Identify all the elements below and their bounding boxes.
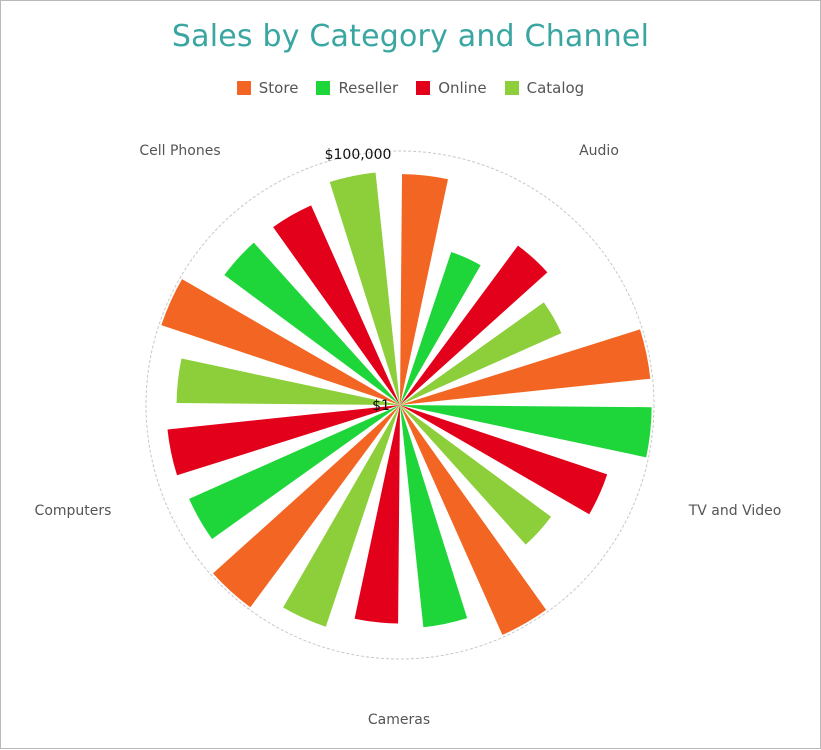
legend-label: Store bbox=[258, 79, 299, 97]
bar-audio-reseller[interactable] bbox=[400, 251, 481, 405]
bar-audio-online[interactable] bbox=[400, 245, 548, 405]
bar-computers-catalog[interactable] bbox=[176, 358, 400, 405]
bar-audio-store[interactable] bbox=[400, 174, 448, 405]
bar-computers-online[interactable] bbox=[167, 405, 401, 476]
bar-cell-phones-catalog[interactable] bbox=[329, 172, 400, 406]
bar-tv-and-video-reseller[interactable] bbox=[400, 405, 652, 458]
legend-label: Online bbox=[438, 79, 487, 97]
legend-item-store[interactable]: Store bbox=[236, 79, 299, 97]
chart-legend: Store Reseller Online Catalog bbox=[1, 79, 820, 97]
axis-tick-max: $100,000 bbox=[325, 147, 392, 163]
grid-circle bbox=[145, 150, 655, 660]
category-label-audio: Audio bbox=[579, 143, 619, 159]
legend-label: Catalog bbox=[526, 79, 585, 97]
category-label-cell-phones: Cell Phones bbox=[139, 143, 220, 159]
category-label-tv-and-video: TV and Video bbox=[688, 503, 782, 519]
legend-swatch bbox=[416, 81, 431, 95]
bar-cameras-online[interactable] bbox=[354, 405, 400, 624]
bar-cell-phones-online[interactable] bbox=[273, 205, 400, 405]
legend-swatch bbox=[236, 81, 251, 95]
bar-computers-reseller[interactable] bbox=[189, 405, 400, 540]
bar-computers-store[interactable] bbox=[212, 405, 400, 608]
legend-label: Reseller bbox=[338, 79, 399, 97]
bar-tv-and-video-catalog[interactable] bbox=[400, 405, 552, 545]
legend-swatch bbox=[316, 81, 331, 95]
legend-item-reseller[interactable]: Reseller bbox=[316, 79, 398, 97]
bar-cameras-catalog[interactable] bbox=[283, 405, 400, 627]
legend-swatch bbox=[504, 81, 519, 95]
bar-audio-catalog[interactable] bbox=[400, 302, 562, 405]
category-label-computers: Computers bbox=[35, 503, 112, 519]
bar-cell-phones-reseller[interactable] bbox=[224, 242, 400, 405]
bar-cameras-store[interactable] bbox=[400, 405, 547, 635]
axis-tick-min: $1 bbox=[372, 398, 390, 414]
category-label-cameras: Cameras bbox=[368, 712, 430, 728]
bar-cameras-reseller[interactable] bbox=[400, 405, 468, 628]
bar-tv-and-video-online[interactable] bbox=[400, 405, 608, 515]
bar-cell-phones-store[interactable] bbox=[161, 279, 400, 405]
legend-item-online[interactable]: Online bbox=[416, 79, 487, 97]
bar-tv-and-video-store[interactable] bbox=[400, 329, 651, 405]
legend-item-catalog[interactable]: Catalog bbox=[504, 79, 585, 97]
chart-title: Sales by Category and Channel bbox=[171, 19, 650, 54]
